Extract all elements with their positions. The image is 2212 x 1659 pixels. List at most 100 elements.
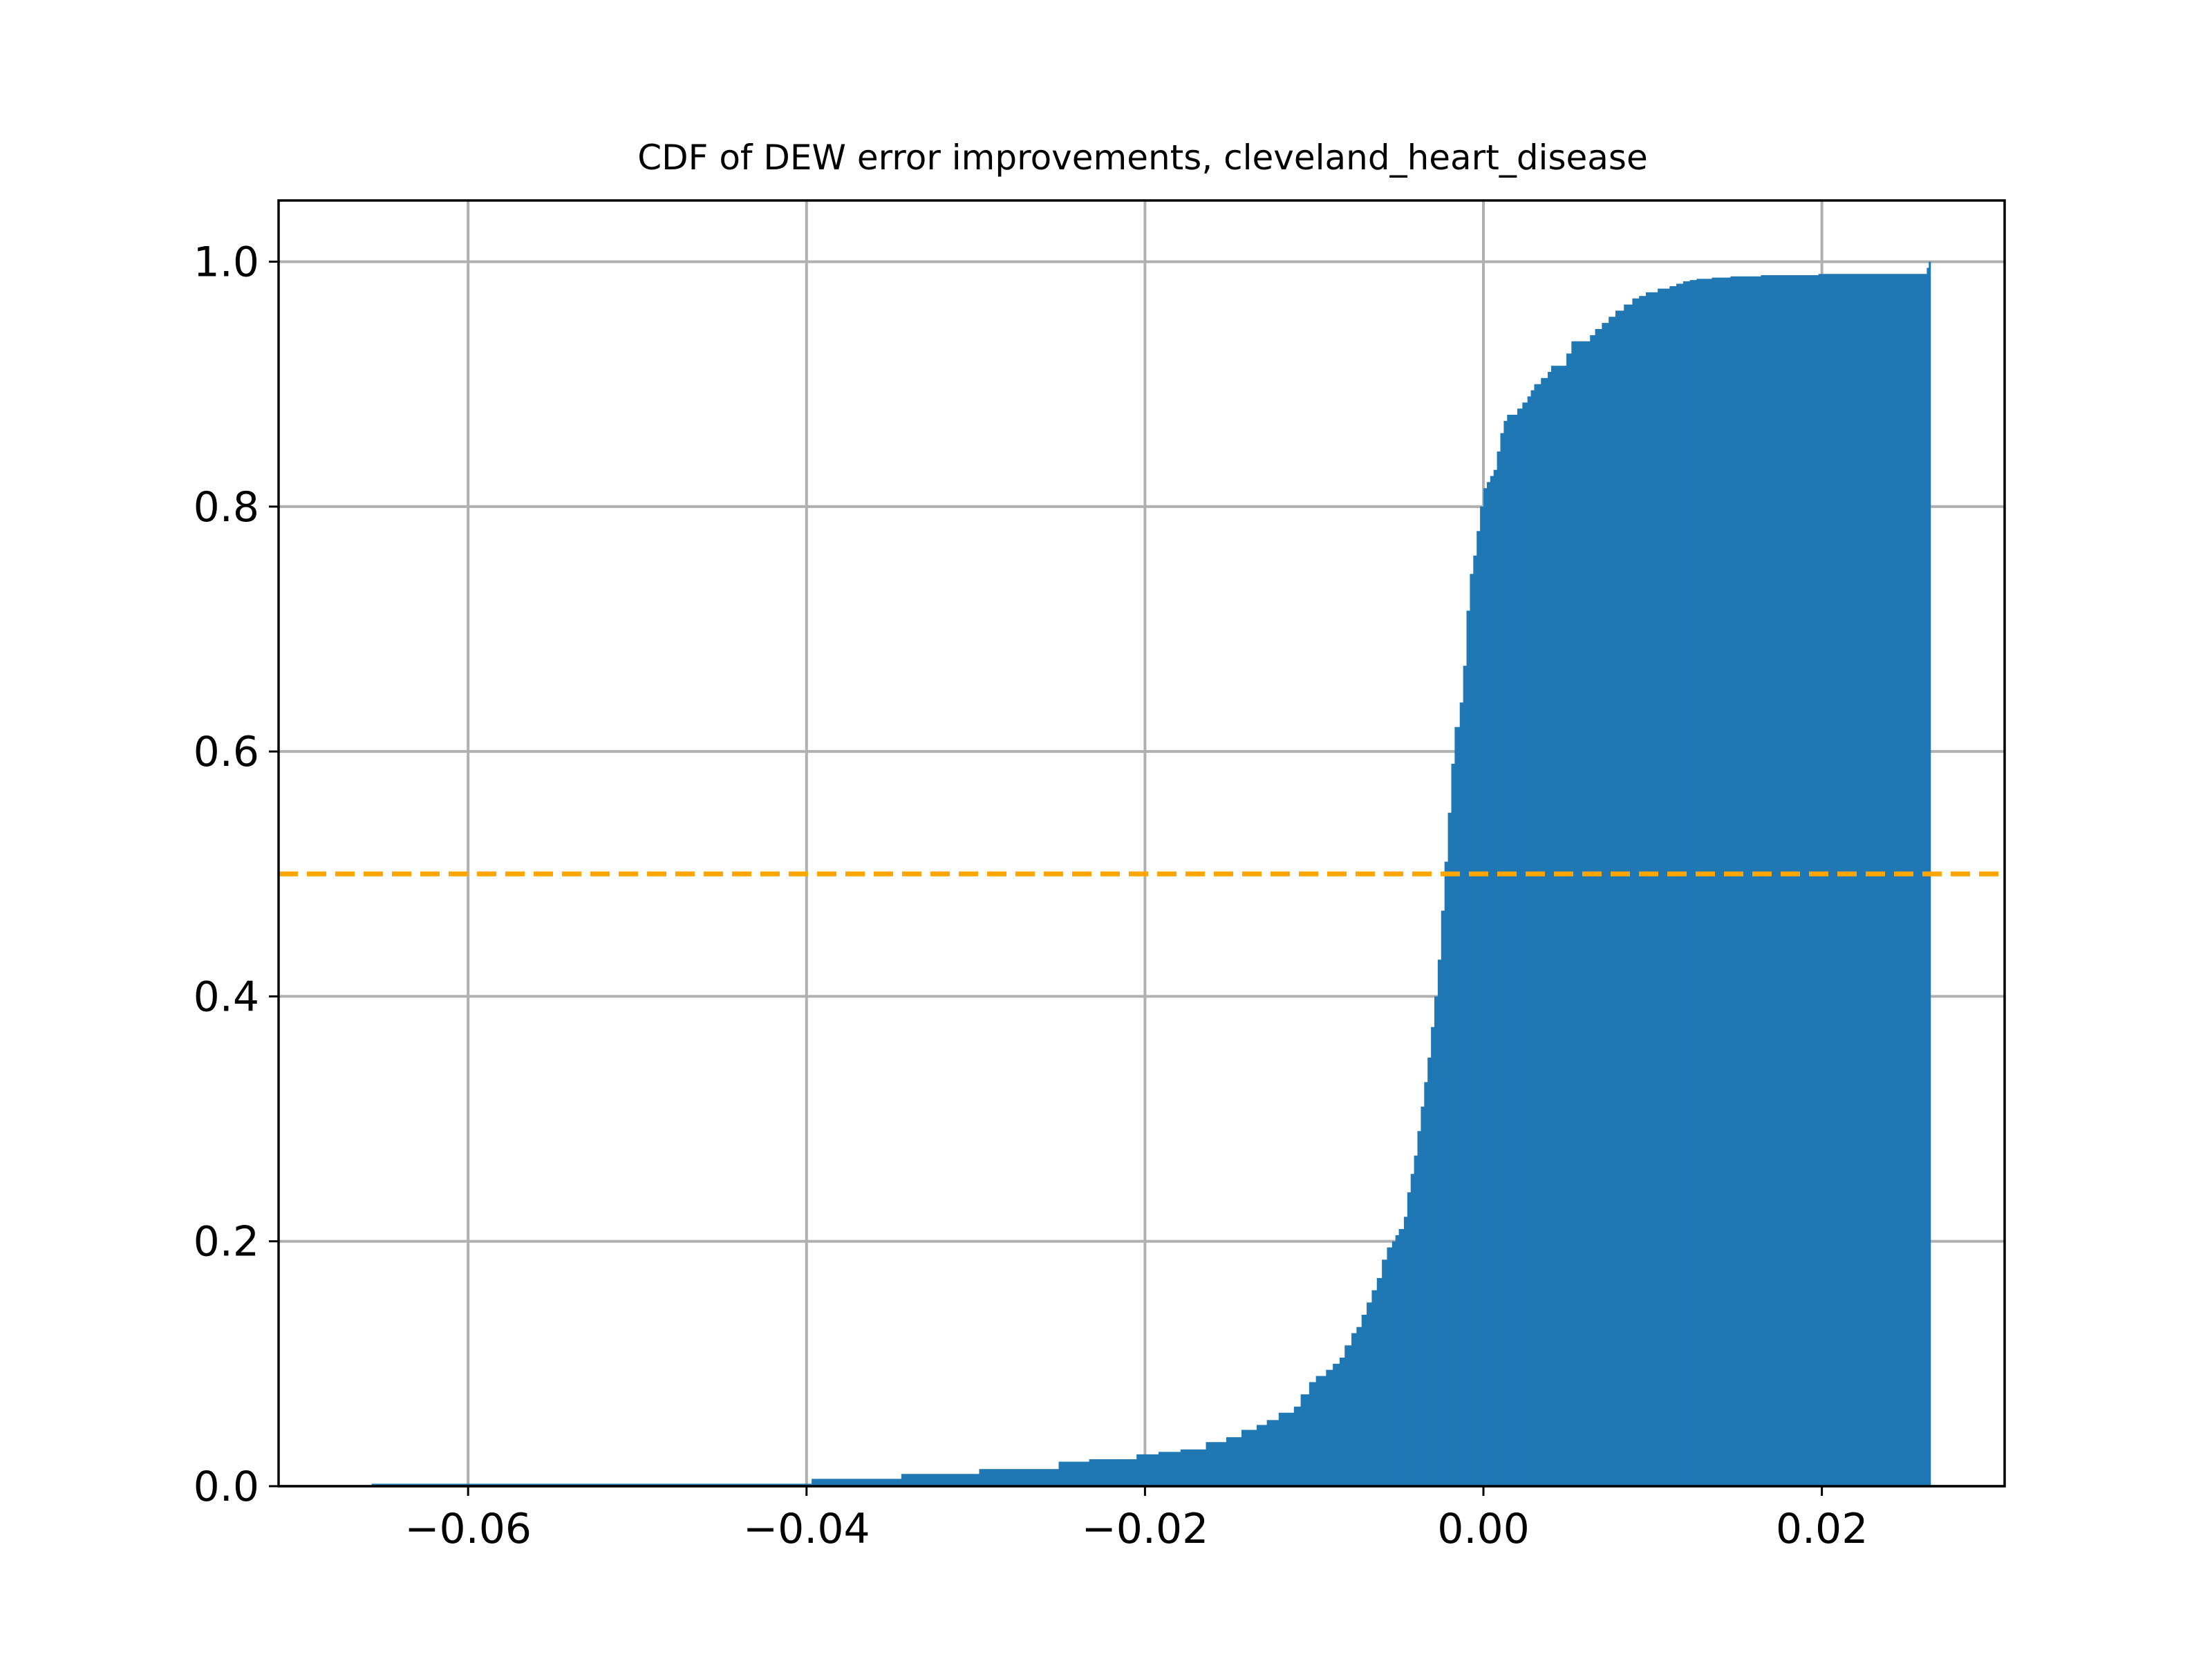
cdf-bar bbox=[1414, 1155, 1418, 1486]
cdf-bar bbox=[1541, 377, 1548, 1486]
cdf-bar bbox=[1566, 353, 1572, 1486]
cdf-bar bbox=[1639, 296, 1647, 1487]
cdf-bar bbox=[1431, 1027, 1435, 1486]
cdf-bar bbox=[1241, 1430, 1257, 1486]
cdf-bar bbox=[1333, 1363, 1340, 1486]
cdf-bar bbox=[1351, 1333, 1358, 1486]
cdf-bar bbox=[1503, 420, 1508, 1486]
cdf-bar bbox=[1447, 812, 1452, 1486]
cdf-bar bbox=[1424, 1082, 1428, 1486]
axis-ticks: −0.06 −0.04 −0.02 0.00 0.02 0.0 0.2 0.4 0.6 0.8 1.… bbox=[194, 238, 1868, 1553]
cdf-bar bbox=[1444, 861, 1449, 1486]
cdf-bar bbox=[1387, 1247, 1393, 1486]
cdf-bar bbox=[1427, 1058, 1432, 1486]
cdf-bar bbox=[1417, 1131, 1422, 1486]
cdf-bar bbox=[1514, 415, 1518, 1486]
cdf-bar bbox=[1527, 396, 1532, 1486]
cdf-bar bbox=[1818, 274, 1927, 1487]
cdf-area-series bbox=[371, 261, 1931, 1487]
cdf-bar bbox=[1371, 1290, 1378, 1486]
cdf-bar bbox=[1158, 1452, 1181, 1486]
y-tick-label: 0.2 bbox=[194, 1218, 259, 1266]
cdf-bar bbox=[1293, 1406, 1302, 1486]
cdf-bar bbox=[1548, 372, 1552, 1486]
y-tick-label: 1.0 bbox=[194, 238, 259, 287]
cdf-bar bbox=[1497, 451, 1501, 1487]
cdf-bar bbox=[1226, 1437, 1242, 1486]
cdf-bar bbox=[1256, 1425, 1268, 1486]
cdf-bar bbox=[1300, 1394, 1310, 1486]
cdf-bar bbox=[1266, 1420, 1280, 1486]
cdf-bar bbox=[1470, 574, 1474, 1487]
x-tick-label: 0.00 bbox=[1437, 1505, 1530, 1553]
cdf-bar bbox=[1407, 1192, 1412, 1486]
cdf-bar bbox=[371, 1483, 812, 1486]
chart-title: CDF of DEW error improvements, cleveland… bbox=[637, 138, 1647, 178]
x-tick-label: 0.02 bbox=[1776, 1505, 1868, 1553]
cdf-bar bbox=[1382, 1259, 1388, 1486]
cdf-bar bbox=[1326, 1369, 1333, 1486]
cdf-bar bbox=[1477, 531, 1481, 1487]
cdf-bar bbox=[1696, 279, 1713, 1486]
cdf-bar bbox=[1517, 409, 1523, 1487]
cdf-bar bbox=[1089, 1459, 1137, 1486]
cdf-bar bbox=[1309, 1382, 1317, 1486]
plot-frame bbox=[277, 199, 2006, 1488]
cdf-bar bbox=[1391, 1241, 1396, 1486]
cdf-bar bbox=[1356, 1327, 1362, 1486]
y-tick-label: 0.0 bbox=[194, 1463, 259, 1511]
cdf-bar bbox=[1730, 276, 1762, 1486]
cdf-bar bbox=[1571, 341, 1591, 1486]
cdf-bar bbox=[1344, 1345, 1352, 1486]
cdf-bar bbox=[1602, 323, 1609, 1487]
cdf-bar bbox=[1493, 469, 1498, 1486]
cdf-bar bbox=[1410, 1174, 1415, 1486]
cdf-bar bbox=[1441, 910, 1445, 1486]
y-tick-label: 0.8 bbox=[194, 483, 259, 532]
cdf-bar bbox=[1615, 310, 1624, 1486]
cdf-bar bbox=[1646, 292, 1658, 1486]
cdf-bar bbox=[1595, 329, 1602, 1486]
cdf-bar bbox=[1510, 415, 1515, 1486]
cdf-bar bbox=[1376, 1277, 1382, 1486]
cdf-bar bbox=[1339, 1358, 1345, 1486]
cdf-bar bbox=[1669, 286, 1677, 1486]
cdf-bar bbox=[1490, 476, 1494, 1486]
cdf-bar bbox=[1712, 277, 1732, 1487]
cdf-bar bbox=[1658, 288, 1670, 1486]
cdf-bar bbox=[1761, 275, 1819, 1486]
cdf-bar bbox=[1395, 1235, 1400, 1486]
cdf-bar bbox=[1676, 283, 1684, 1486]
cdf-bar bbox=[1421, 1106, 1425, 1486]
cdf-bar bbox=[1480, 506, 1484, 1486]
cdf-bar bbox=[1483, 488, 1488, 1487]
cdf-bar bbox=[1522, 402, 1528, 1487]
cdf-bar bbox=[1927, 268, 1931, 1486]
cdf-bar bbox=[1206, 1442, 1227, 1486]
cdf-bar bbox=[1454, 727, 1461, 1486]
cdf-bar bbox=[901, 1474, 980, 1486]
cdf-bar bbox=[1463, 666, 1468, 1487]
cdf-bar bbox=[1136, 1454, 1159, 1486]
cdf-bar bbox=[1451, 763, 1455, 1486]
cdf-bar bbox=[1459, 702, 1464, 1487]
cdf-bar bbox=[1466, 610, 1471, 1486]
cdf-bar bbox=[1437, 959, 1442, 1486]
cdf-bar bbox=[1180, 1449, 1207, 1486]
cdf-bar bbox=[1689, 280, 1698, 1487]
cdf-bar bbox=[1683, 281, 1691, 1486]
cdf-bar bbox=[1500, 433, 1504, 1486]
cdf-bar bbox=[1058, 1461, 1090, 1486]
cdf-bar bbox=[1398, 1229, 1405, 1486]
x-tick-label: −0.06 bbox=[404, 1505, 532, 1553]
cdf-bar bbox=[1486, 482, 1491, 1486]
cdf-bar bbox=[1590, 335, 1596, 1486]
cdf-bar bbox=[812, 1479, 902, 1486]
y-tick-label: 0.6 bbox=[194, 728, 259, 776]
y-tick-label: 0.4 bbox=[194, 973, 259, 1021]
cdf-bar bbox=[1367, 1302, 1373, 1486]
cdf-bar bbox=[979, 1469, 1060, 1486]
x-tick-label: −0.04 bbox=[743, 1505, 870, 1553]
cdf-bar bbox=[1434, 996, 1438, 1486]
